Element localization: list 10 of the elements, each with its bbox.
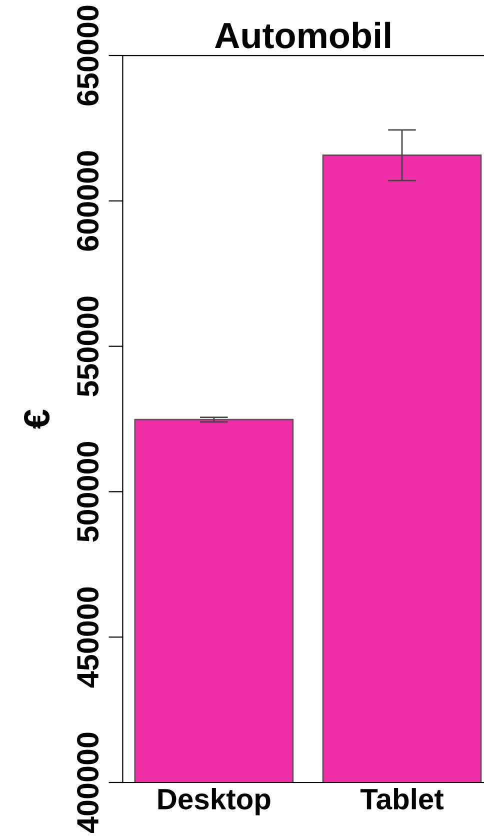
y-tick-label: 500000 [76,442,99,542]
y-tick-label: 650000 [76,6,99,106]
y-tick-label: 400000 [76,732,99,834]
y-tick-label: 600000 [76,151,99,251]
x-tick-label: Tablet [360,788,444,810]
x-tick-label: Desktop [158,788,270,816]
y-tick-label: 450000 [76,587,99,688]
chart-title: Automobil [214,22,390,48]
y-axis-title: € [24,410,50,429]
y-tick-label: 550000 [76,296,99,396]
